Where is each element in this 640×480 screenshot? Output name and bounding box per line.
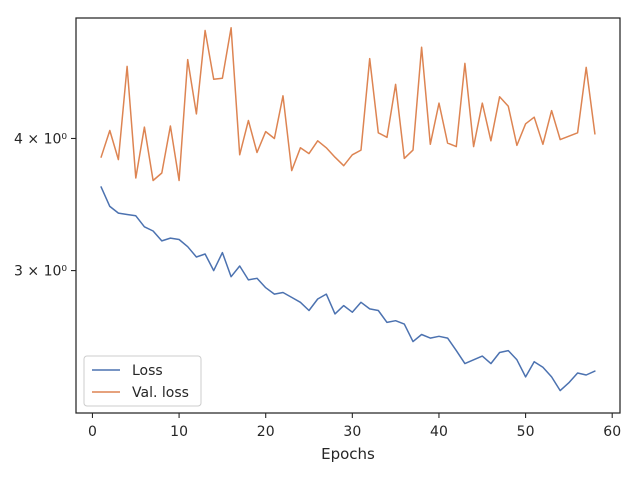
x-tick-label: 40 — [430, 424, 448, 440]
series-line-loss — [100, 186, 596, 392]
y-axis-ticks: 3 × 10⁰ 4 × 10⁰ — [14, 131, 76, 280]
y-tick-label: 4 × 10⁰ — [14, 131, 67, 147]
series-line-val-loss — [100, 27, 596, 182]
plot-frame — [75, 17, 621, 414]
x-tick-label: 50 — [517, 424, 535, 440]
x-axis-ticks: 0 10 20 30 40 50 60 — [88, 413, 621, 440]
legend[interactable]: Loss Val. loss — [83, 355, 202, 407]
plot-background — [76, 18, 620, 413]
y-tick-label: 3 × 10⁰ — [14, 264, 67, 280]
x-tick-label: 20 — [257, 424, 275, 440]
series-layer — [100, 27, 596, 392]
x-axis-label: Epochs — [321, 445, 375, 463]
legend-label: Loss — [132, 363, 163, 379]
legend-label: Val. loss — [132, 385, 189, 401]
x-tick-label: 10 — [170, 424, 188, 440]
x-tick-label: 0 — [88, 424, 97, 440]
x-tick-label: 60 — [603, 424, 621, 440]
x-tick-label: 30 — [343, 424, 361, 440]
legend-box — [83, 355, 202, 407]
